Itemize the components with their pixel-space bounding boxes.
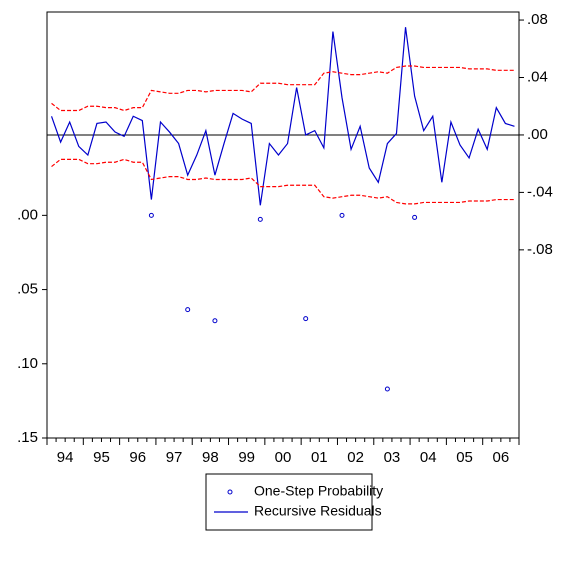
y-tick-label: .00: [17, 206, 38, 223]
legend-label: One-Step Probability: [254, 483, 383, 499]
x-tick-label: 01: [311, 449, 328, 466]
y2-tick-label: .00: [527, 126, 548, 143]
x-tick-label: 96: [129, 449, 146, 466]
legend-box: [205, 473, 373, 531]
plot-frame: [46, 11, 520, 439]
probability-point: [339, 212, 345, 218]
probability-point: [384, 386, 390, 392]
y2-tick-label: .04: [527, 68, 548, 85]
x-tick-label: 97: [166, 449, 183, 466]
band-line: [51, 158, 515, 205]
band-line: [51, 65, 515, 112]
x-tick-label: 00: [275, 449, 292, 466]
legend: One-Step Probability Recursive Residuals: [205, 473, 383, 531]
legend-label: Recursive Residuals: [254, 503, 382, 519]
residual-line: [50, 27, 515, 206]
x-tick-label: 04: [420, 449, 437, 466]
x-tick-label: 95: [93, 449, 110, 466]
y-tick-label: .10: [17, 355, 38, 372]
x-tick-label: 02: [347, 449, 364, 466]
y-tick-label: .15: [17, 429, 38, 446]
probability-point: [257, 216, 263, 222]
y2-tick-label: -.08: [527, 241, 553, 258]
x-tick-label: 94: [57, 449, 74, 466]
x-tick-label: 98: [202, 449, 219, 466]
y2-tick-label: -.04: [527, 183, 553, 200]
probability-point: [303, 316, 309, 322]
probability-point: [148, 212, 154, 218]
probability-point: [185, 307, 191, 313]
y2-tick-label: .08: [527, 11, 548, 28]
x-tick-label: 05: [456, 449, 473, 466]
y-tick-label: .05: [17, 281, 38, 298]
x-tick-label: 06: [493, 449, 510, 466]
x-tick-label: 99: [238, 449, 255, 466]
probability-point: [212, 318, 218, 324]
legend-marker: [227, 489, 233, 495]
probability-point: [412, 214, 418, 220]
x-tick-label: 03: [384, 449, 401, 466]
